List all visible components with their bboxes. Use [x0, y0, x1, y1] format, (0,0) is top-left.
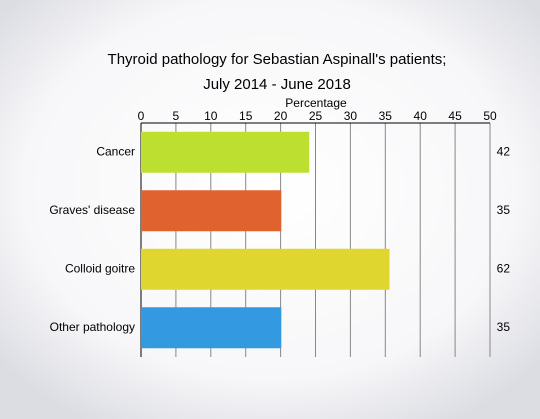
y-tick-label: Graves' disease: [49, 203, 135, 217]
y-tick-label: Colloid goitre: [65, 261, 135, 275]
y-tick-label: Cancer: [96, 144, 135, 158]
x-tick-label: 40: [414, 109, 428, 123]
y-tick-label: Other pathology: [50, 320, 135, 334]
x-tick-label: 25: [309, 109, 323, 123]
x-tick-label: 45: [448, 109, 462, 123]
x-tick-label: 35: [379, 109, 393, 123]
x-tick-label: 5: [173, 109, 180, 123]
count-label: 62: [497, 261, 511, 275]
chart-title: Thyroid pathology for Sebastian Aspinall…: [108, 51, 447, 68]
bar: [141, 131, 310, 173]
bar: [141, 190, 282, 232]
count-label: 35: [497, 203, 511, 217]
x-tick-label: 30: [344, 109, 358, 123]
x-tick-label: 10: [204, 109, 218, 123]
x-axis-label: Percentage: [285, 96, 347, 110]
chart-subtitle: July 2014 - June 2018: [203, 76, 351, 93]
x-tick-label: 50: [483, 109, 497, 123]
x-tick-label: 20: [274, 109, 288, 123]
x-tick-label: 0: [138, 109, 145, 123]
count-label: 42: [497, 144, 511, 158]
count-label: 35: [497, 320, 511, 334]
x-tick-label: 15: [239, 109, 253, 123]
bar: [141, 307, 282, 349]
bar: [141, 248, 390, 290]
